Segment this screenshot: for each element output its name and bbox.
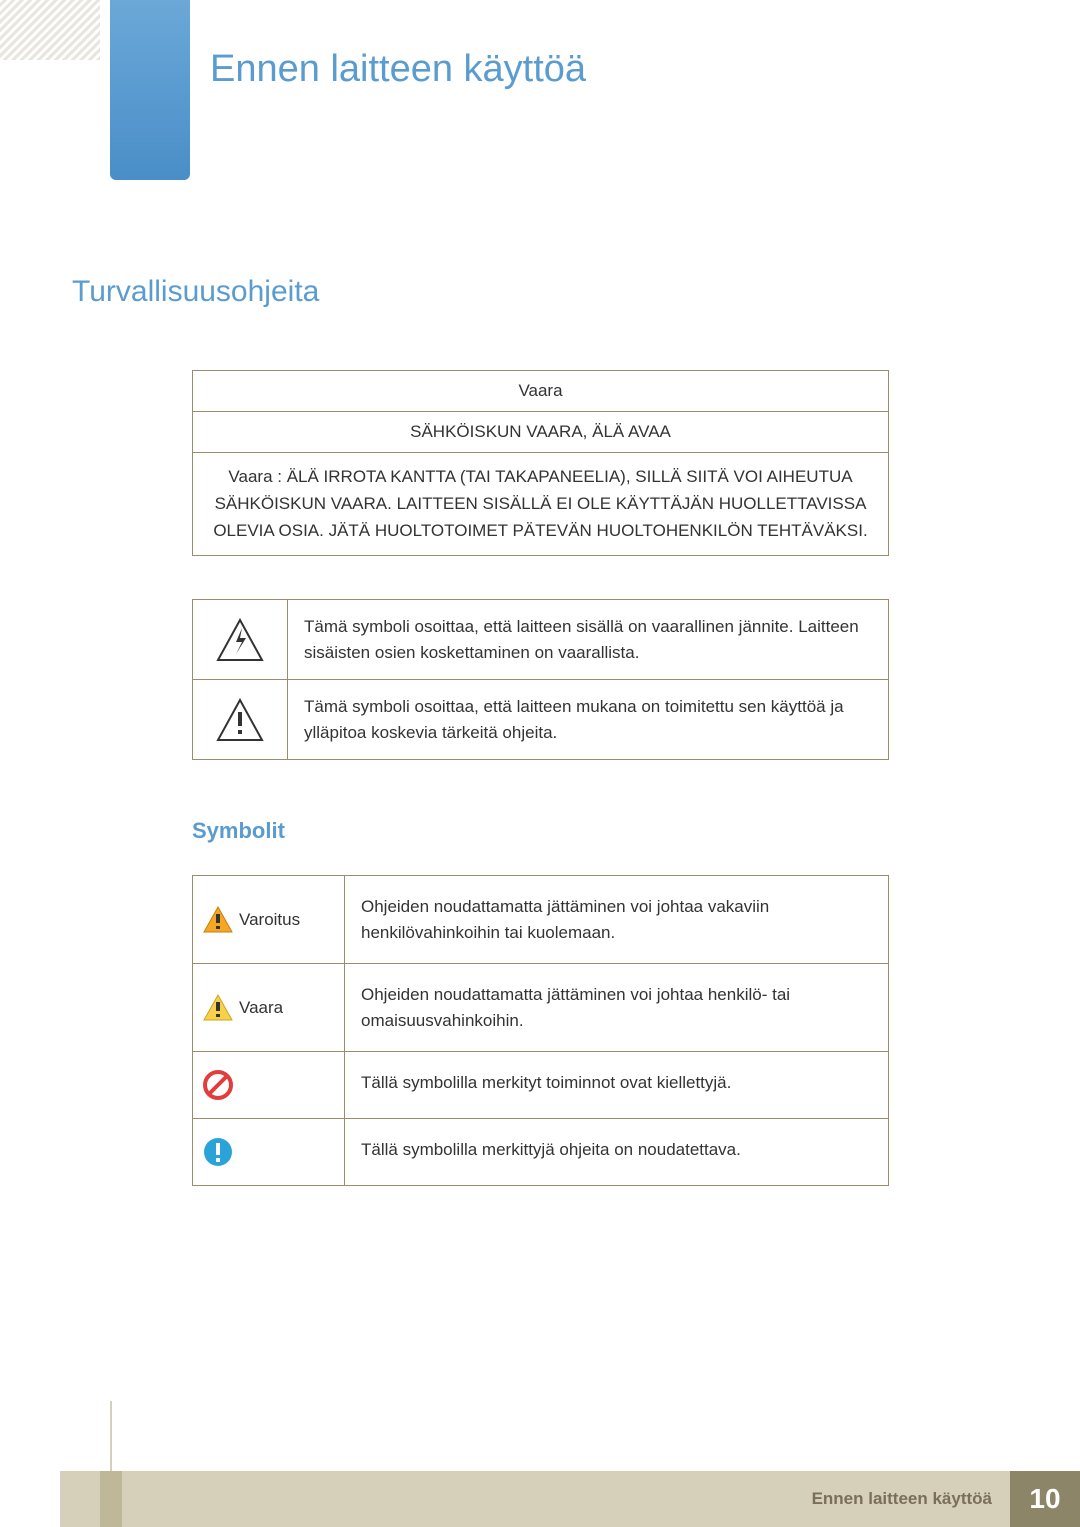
exclamation-triangle-icon	[193, 680, 288, 759]
warning-orange-text: Ohjeiden noudattamatta jättäminen voi jo…	[345, 876, 888, 963]
symbol-explanation-table: Tämä symboli osoittaa, että laitteen sis…	[192, 599, 889, 760]
bookmark-tab	[110, 0, 190, 180]
warning-line1: SÄHKÖISKUN VAARA, ÄLÄ AVAA	[193, 412, 888, 453]
table-row: Vaara Ohjeiden noudattamatta jättäminen …	[193, 964, 888, 1052]
prohibited-text: Tällä symbolilla merkityt toiminnot ovat…	[345, 1052, 888, 1118]
page-footer: Ennen laitteen käyttöä 10	[60, 1471, 1080, 1527]
warning-line2: Vaara : ÄLÄ IRROTA KANTTA (TAI TAKAPANEE…	[193, 453, 888, 555]
mandatory-text: Tällä symbolilla merkittyjä ohjeita on n…	[345, 1119, 888, 1185]
warning-orange-icon	[203, 906, 233, 933]
footer-text: Ennen laitteen käyttöä	[812, 1489, 992, 1509]
caution-yellow-label: Vaara	[239, 998, 283, 1018]
symbols-definition-table: Varoitus Ohjeiden noudattamatta jättämin…	[192, 875, 889, 1186]
voltage-explanation: Tämä symboli osoittaa, että laitteen sis…	[288, 600, 888, 679]
table-row: Varoitus Ohjeiden noudattamatta jättämin…	[193, 876, 888, 964]
table-row: Tämä symboli osoittaa, että laitteen sis…	[193, 600, 888, 680]
table-row: Tällä symbolilla merkittyjä ohjeita on n…	[193, 1119, 888, 1185]
mandatory-icon	[203, 1137, 233, 1167]
page-header-title: Ennen laitteen käyttöä	[210, 48, 586, 91]
footer-left-segment	[100, 1471, 122, 1527]
page-number: 10	[1010, 1471, 1080, 1527]
mandatory-cell	[193, 1119, 345, 1185]
prohibited-cell	[193, 1052, 345, 1118]
voltage-triangle-icon	[193, 600, 288, 679]
warning-box: Vaara SÄHKÖISKUN VAARA, ÄLÄ AVAA Vaara :…	[192, 370, 889, 556]
warning-orange-label: Varoitus	[239, 910, 300, 930]
decorative-stripes	[0, 0, 100, 60]
footer-vertical-line	[110, 1401, 112, 1471]
instructions-explanation: Tämä symboli osoittaa, että laitteen muk…	[288, 680, 888, 759]
warning-orange-cell: Varoitus	[193, 876, 345, 963]
caution-yellow-cell: Vaara	[193, 964, 345, 1051]
prohibited-icon	[203, 1070, 233, 1100]
subsection-title: Symbolit	[192, 818, 285, 844]
caution-yellow-text: Ohjeiden noudattamatta jättäminen voi jo…	[345, 964, 888, 1051]
warning-label: Vaara	[193, 371, 888, 412]
caution-yellow-icon	[203, 994, 233, 1021]
table-row: Tämä symboli osoittaa, että laitteen muk…	[193, 680, 888, 759]
footer-bar: Ennen laitteen käyttöä	[60, 1471, 1010, 1527]
section-title: Turvallisuusohjeita	[72, 275, 319, 309]
table-row: Tällä symbolilla merkityt toiminnot ovat…	[193, 1052, 888, 1119]
